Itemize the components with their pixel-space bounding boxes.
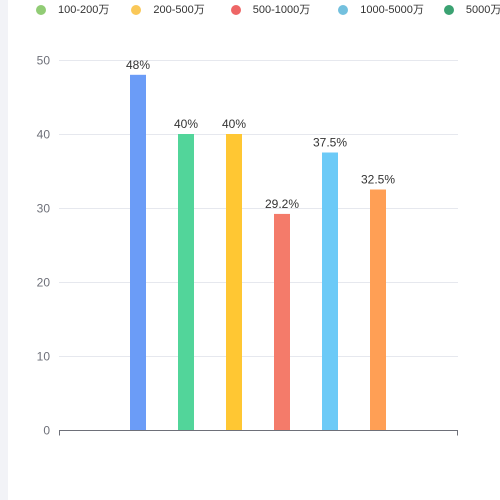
y-tick-label: 30 [37, 202, 51, 216]
legend-label: 100-200万 [58, 4, 110, 16]
legend-dot-icon [338, 5, 349, 15]
legend-label: 500-1000万 [252, 4, 311, 16]
bar [322, 152, 338, 430]
bar [130, 74, 146, 431]
y-tick-label: 50 [37, 54, 51, 68]
bar-value-label: 32.5% [361, 173, 395, 187]
bar-value-label: 48% [126, 58, 150, 72]
chart-legend: 100-200万 200-500万 500-1000万 1000-5000万 5000万… [36, 2, 500, 18]
bar-value-label: 29.2% [265, 197, 299, 211]
grid-lines [59, 60, 458, 357]
y-axis-tick-labels: 0 10 20 30 40 50 [37, 54, 51, 438]
legend-dot-icon [131, 5, 142, 15]
y-tick-label: 40 [37, 128, 51, 142]
bar [178, 134, 194, 430]
bar [226, 134, 242, 430]
legend-label: 200-500万 [153, 4, 205, 16]
legend-dot-icon [230, 5, 241, 15]
y-tick-label: 20 [37, 276, 51, 290]
x-axis [59, 430, 458, 436]
bar [370, 189, 386, 430]
legend-item[interactable]: 1000-5000万 [338, 2, 424, 18]
data-labels: 48% 40% 40% 29.2% 37.5% 32.5% [126, 58, 395, 211]
legend-item[interactable]: 500-1000万 [230, 2, 311, 18]
bar-value-label: 40% [174, 117, 198, 131]
y-tick-label: 0 [43, 424, 50, 438]
bar-value-label: 37.5% [313, 136, 347, 150]
legend-dot-icon [36, 5, 46, 15]
legend-item[interactable]: 100-200万 [36, 2, 109, 18]
legend-item[interactable]: 5000万以上 [443, 2, 500, 18]
legend-dot-icon [443, 5, 454, 15]
bar [274, 213, 290, 430]
legend-label: 5000万以上 [465, 4, 500, 16]
legend-item[interactable]: 200-500万 [131, 2, 205, 18]
y-tick-label: 10 [37, 350, 51, 364]
bars [130, 74, 386, 431]
left-panel-strip [0, 0, 8, 500]
legend-label: 1000-5000万 [360, 4, 424, 16]
bar-value-label: 40% [222, 117, 246, 131]
